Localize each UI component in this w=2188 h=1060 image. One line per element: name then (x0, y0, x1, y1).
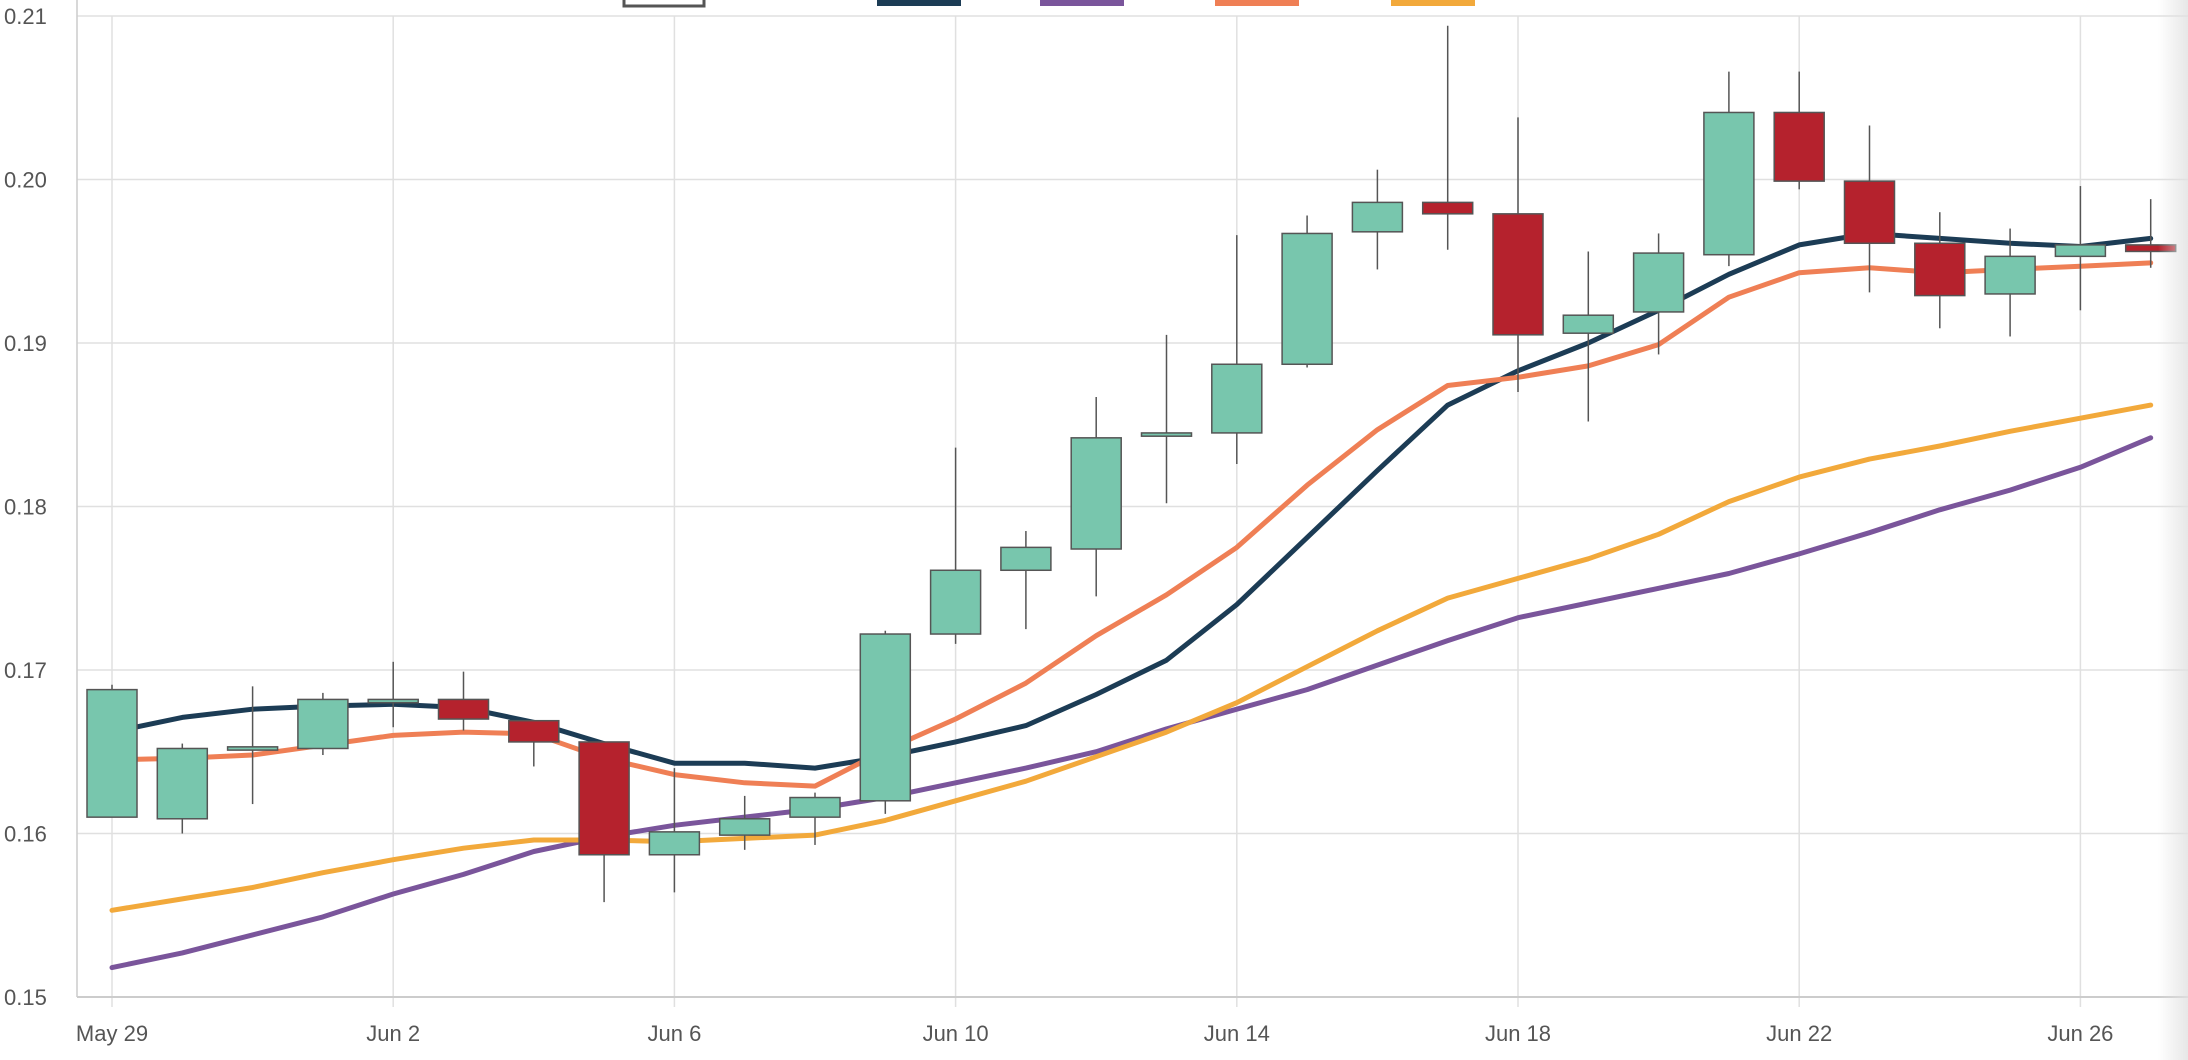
series-line-1 (109, 231, 2154, 771)
candle (226, 686, 279, 805)
candle (1492, 117, 1544, 393)
candle-body-up (1984, 255, 2036, 295)
x-tick-label: May 29 (76, 1021, 148, 1046)
candle (1000, 531, 1052, 630)
candle-body-up (1281, 232, 1333, 366)
legend-swatch-series-2 (1040, 0, 1124, 6)
candle-body-up (859, 633, 912, 802)
candle (86, 684, 138, 818)
y-tick-label: 0.20 (4, 168, 47, 193)
moving-average-lines (109, 231, 2154, 971)
y-tick-label: 0.16 (4, 822, 47, 847)
candle (1070, 396, 1122, 597)
candle-body-up (789, 796, 841, 818)
candle (1211, 235, 1263, 464)
candle-body-up (1211, 363, 1263, 434)
candle-body-up (226, 746, 279, 751)
x-tick-label: Jun 6 (647, 1021, 701, 1046)
candle-body-down (578, 741, 630, 856)
candle-body-up (1632, 252, 1685, 313)
axes (76, 0, 2188, 998)
x-tick-label: Jun 14 (1204, 1021, 1270, 1046)
candle-body-down (1492, 213, 1544, 336)
candles (86, 25, 2177, 903)
candle (578, 741, 630, 903)
candle-body-up (86, 688, 138, 818)
y-tick-label: 0.19 (4, 331, 47, 356)
candle (1562, 251, 1615, 422)
candle (156, 743, 209, 834)
candle-body-down (1914, 242, 1966, 297)
candle (1773, 71, 1825, 190)
legend-swatch-candles (622, 0, 706, 8)
candle-body-down (508, 719, 560, 743)
candle-body-up (1000, 546, 1052, 572)
candle-body-up (156, 747, 209, 820)
y-tick-label: 0.21 (4, 4, 47, 29)
legend-swatch-series-4 (1391, 0, 1475, 6)
candle-body-up (1703, 111, 1755, 256)
candle (297, 692, 349, 756)
candle-body-up (648, 831, 701, 856)
series-line-2 (109, 435, 2154, 971)
candle-body-down (1843, 180, 1896, 245)
candle (1281, 215, 1333, 368)
candle (2124, 199, 2177, 268)
candle-body-down (437, 698, 490, 720)
candle (1421, 25, 1474, 250)
candle-body-down (1773, 111, 1825, 182)
series-line-4 (109, 402, 2154, 913)
candle-body-down (1421, 201, 1474, 215)
candle-body-up (1562, 314, 1615, 334)
legend-swatch-series-3 (1215, 0, 1299, 6)
y-gridlines (77, 15, 2188, 998)
y-tick-label: 0.17 (4, 658, 47, 683)
candle-body-up (1070, 437, 1122, 550)
candle (1632, 233, 1685, 355)
candle (648, 768, 701, 893)
candle (859, 630, 912, 814)
candle-body-up (718, 818, 771, 836)
y-tick-label: 0.18 (4, 495, 47, 520)
x-tick-label: Jun 18 (1485, 1021, 1551, 1046)
legend (622, 0, 1475, 8)
candle (2054, 186, 2107, 311)
candle (1843, 125, 1896, 293)
candle-body-up (929, 569, 982, 635)
series-line-3 (109, 260, 2154, 789)
candle (1984, 228, 2036, 337)
candle (1140, 334, 1193, 504)
candle-body-up (367, 698, 419, 704)
candle (789, 792, 841, 845)
x-tick-label: Jun 22 (1766, 1021, 1832, 1046)
candle (1914, 212, 1966, 329)
candle-body-up (2054, 244, 2107, 258)
candle (1703, 71, 1755, 267)
candle (508, 719, 560, 767)
legend-swatch-series-1 (877, 0, 961, 6)
y-axis-tick-labels: 0.15 0.16 0.17 0.18 0.19 0.20 0.21 (4, 4, 47, 1010)
candle (1351, 169, 1404, 270)
y-tick-label: 0.15 (4, 985, 47, 1010)
candle (367, 661, 419, 728)
x-tick-label: Jun 26 (2047, 1021, 2113, 1046)
candle-body-down (2124, 244, 2177, 253)
candle-body-up (1140, 432, 1193, 437)
candle (437, 671, 490, 731)
candle (718, 795, 771, 850)
x-axis-tick-labels: May 29 Jun 2 Jun 6 Jun 10 Jun 14 Jun 18 Jun 22… (76, 1021, 2114, 1046)
candle (929, 447, 982, 644)
x-tick-label: Jun 10 (923, 1021, 989, 1046)
candle-body-up (1351, 201, 1404, 233)
candle-body-up (297, 698, 349, 750)
x-tick-label: Jun 2 (366, 1021, 420, 1046)
